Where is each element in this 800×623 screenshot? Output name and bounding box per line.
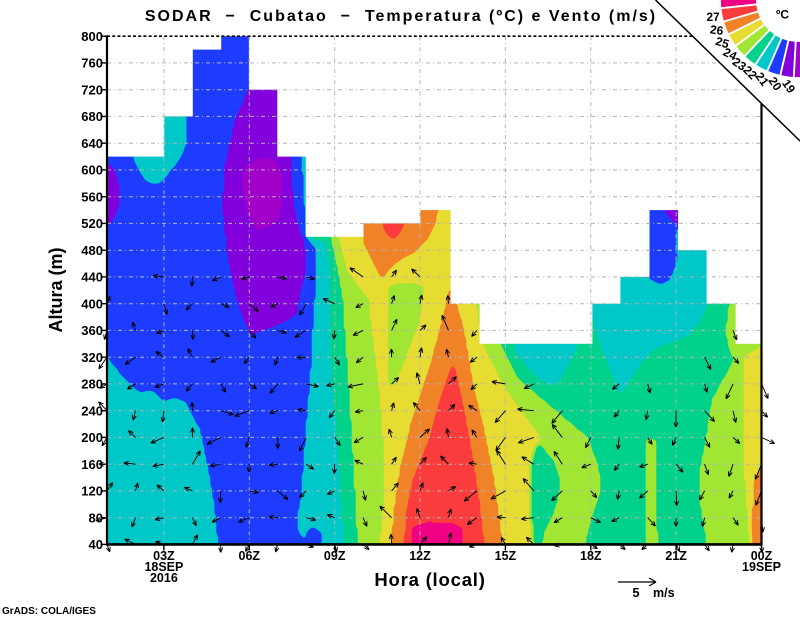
svg-text:5: 5 xyxy=(632,585,639,600)
svg-text:120: 120 xyxy=(81,484,103,499)
svg-text:360: 360 xyxy=(81,323,103,338)
svg-text:640: 640 xyxy=(81,136,103,151)
svg-text:m/s: m/s xyxy=(653,586,675,600)
svg-text:SODAR − Cubatao − Temperat: SODAR − Cubatao − Temperatura (ºC) e Ven… xyxy=(145,8,657,25)
svg-text:15Z: 15Z xyxy=(495,549,517,563)
svg-text:40: 40 xyxy=(89,537,103,552)
svg-text:760: 760 xyxy=(81,56,103,71)
svg-text:21Z: 21Z xyxy=(665,549,687,563)
svg-text:09Z: 09Z xyxy=(324,549,346,563)
svg-text:320: 320 xyxy=(81,350,103,365)
svg-text:280: 280 xyxy=(81,377,103,392)
svg-text:480: 480 xyxy=(81,243,103,258)
svg-text:19SEP: 19SEP xyxy=(742,560,781,574)
svg-text:06Z: 06Z xyxy=(239,549,261,563)
svg-text:2016: 2016 xyxy=(150,571,178,585)
svg-text:800: 800 xyxy=(81,29,103,44)
svg-text:Hora (local): Hora (local) xyxy=(374,569,485,590)
svg-text:600: 600 xyxy=(81,163,103,178)
svg-text:18Z: 18Z xyxy=(580,549,602,563)
svg-text:520: 520 xyxy=(81,216,103,231)
svg-text:440: 440 xyxy=(81,270,103,285)
svg-text:12Z: 12Z xyxy=(409,549,431,563)
svg-text:80: 80 xyxy=(89,510,103,525)
svg-text:560: 560 xyxy=(81,189,103,204)
svg-text:680: 680 xyxy=(81,109,103,124)
svg-text:720: 720 xyxy=(81,82,103,97)
svg-text:ºC: ºC xyxy=(776,8,789,22)
svg-text:400: 400 xyxy=(81,296,103,311)
svg-text:240: 240 xyxy=(81,403,103,418)
svg-text:GrADS: COLA/IGES: GrADS: COLA/IGES xyxy=(2,606,96,617)
svg-text:Altura (m): Altura (m) xyxy=(46,247,66,332)
svg-text:200: 200 xyxy=(81,430,103,445)
svg-text:160: 160 xyxy=(81,457,103,472)
